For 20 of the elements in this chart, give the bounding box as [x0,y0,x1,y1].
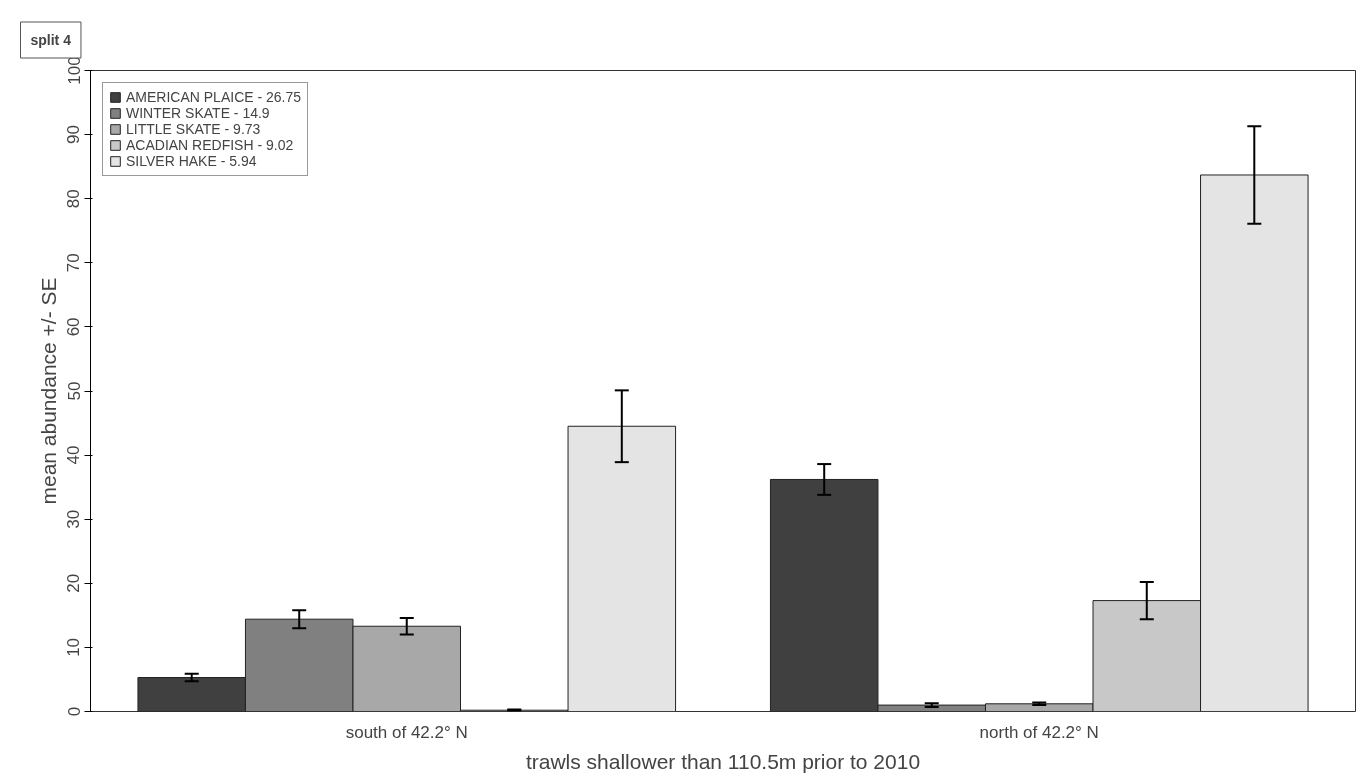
y-tick-label: 50 [64,381,84,401]
y-tick-label: 60 [64,317,84,337]
x-axis-title: trawls shallower than 110.5m prior to 2010 [525,749,921,773]
legend-label: SILVER HAKE - 5.94 [126,153,257,169]
y-tick-label: 10 [64,637,84,657]
x-tick-label: north of 42.2° N [979,722,1099,742]
y-tick-label: 20 [64,573,84,593]
y-axis-title: mean abundance +/- SE [36,277,60,505]
y-tick-label: 0 [64,706,84,717]
y-tick-label: 80 [64,189,84,209]
legend-label: WINTER SKATE - 14.9 [126,105,270,121]
y-tick-label: 90 [64,125,84,145]
legend-label: AMERICAN PLAICE - 26.75 [126,89,302,105]
legend-label: ACADIAN REDFISH - 9.02 [126,137,294,153]
chart-title: split 4 [30,32,72,48]
y-tick-label: 70 [64,253,84,273]
y-tick-label: 30 [64,509,84,529]
x-tick-label: south of 42.2° N [345,722,468,742]
legend-label: LITTLE SKATE - 9.73 [126,121,261,137]
y-tick-label: 40 [64,445,84,465]
